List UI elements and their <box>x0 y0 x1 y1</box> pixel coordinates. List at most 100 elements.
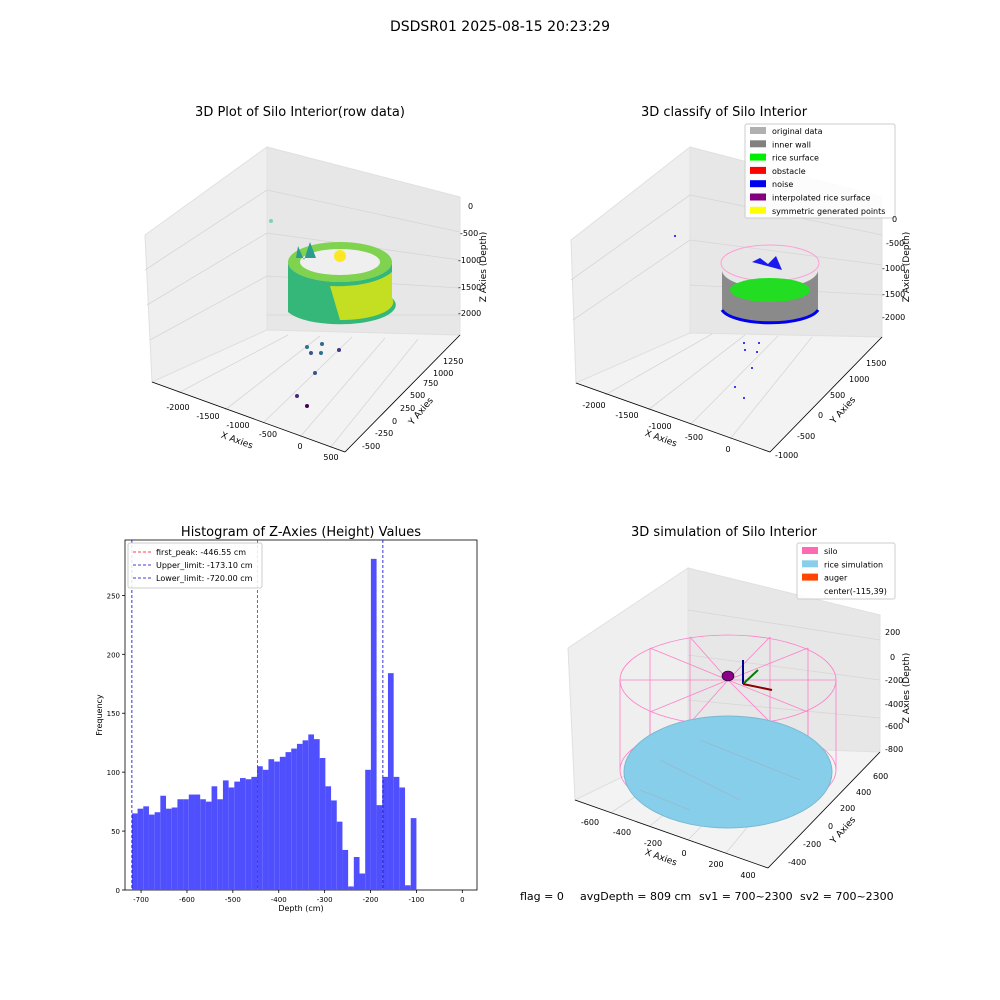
classify-noise-cluster <box>752 256 782 270</box>
legend-swatch <box>750 193 766 201</box>
simulation-x-tick-label: -400 <box>613 828 631 837</box>
histogram-x-tick-label: -600 <box>179 896 195 904</box>
raw-y-tick-label: 250 <box>400 404 415 413</box>
raw-plot-title: 3D Plot of Silo Interior(row data) <box>195 105 405 120</box>
legend-swatch <box>750 140 766 148</box>
histogram-bar <box>148 814 155 890</box>
classify-rice-surface <box>730 278 810 302</box>
legend-swatch <box>750 127 766 134</box>
classify-y-tick-label: -500 <box>797 432 815 441</box>
raw-y-tick-label: 1000 <box>433 369 453 378</box>
histogram-bar <box>393 776 400 890</box>
legend-label: center(-115,39) <box>824 587 887 596</box>
raw-x-axis-label: X Axies <box>219 431 254 452</box>
raw-ring-highlight <box>334 250 346 262</box>
raw-y-tick-label: 500 <box>410 391 425 400</box>
simulation-axis-triad <box>742 660 773 691</box>
simulation-x-tick-label: 0 <box>681 849 686 858</box>
histogram-bar <box>268 759 275 890</box>
histogram-bar <box>331 800 337 890</box>
histogram-x-ticks: -700 -600 -500 -400 -300 -200 -100 0 <box>133 890 465 904</box>
histogram-bar <box>319 758 326 890</box>
raw-ring-front <box>330 272 394 321</box>
simulation-x-axis-line <box>574 799 769 869</box>
histogram-bar <box>308 734 314 890</box>
raw-x-axis-line <box>151 381 346 453</box>
histogram-y-tick-label: 100 <box>107 769 120 777</box>
simulation-x-axis-label: X Axies <box>643 848 678 869</box>
panel-histogram: Histogram of Z-Axies (Height) Values -70… <box>95 525 478 913</box>
simulation-z-tick-label: -400 <box>885 700 903 709</box>
histogram-x-tick-label: -700 <box>133 896 149 904</box>
histogram-bar <box>194 794 201 890</box>
histogram-legend-label: Lower_limit: -720.00 cm <box>156 574 253 583</box>
raw-x-tick-label: -500 <box>259 430 277 439</box>
histogram-legend-items: first_peak: -446.55 cm Upper_limit: -173.… <box>133 548 253 583</box>
histogram-bar <box>160 795 167 890</box>
legend-label: auger <box>824 574 848 583</box>
histogram-bar <box>279 756 286 890</box>
raw-outlier-points <box>269 219 341 408</box>
histogram-bars <box>131 558 417 890</box>
legend-label: symmetric generated points <box>772 207 885 216</box>
raw-z-tick-label: -500 <box>460 229 478 238</box>
simulation-legend-items: silo rice simulation auger center(-115,39) <box>802 547 887 596</box>
histogram-bar <box>405 885 411 890</box>
histogram-vlines <box>131 540 384 890</box>
raw-y-tick-label: 750 <box>423 379 438 388</box>
legend-swatch <box>750 180 766 188</box>
flag-text: flag = 0 <box>520 890 564 903</box>
histogram-y-axis-label: Frequency <box>95 694 104 736</box>
histogram-bar <box>359 873 366 890</box>
histogram-y-tick-label: 200 <box>107 651 120 659</box>
classify-plot-title: 3D classify of Silo Interior <box>641 105 808 120</box>
histogram-bar <box>370 558 377 890</box>
histogram-x-tick-label: 0 <box>460 896 464 904</box>
simulation-z-tick-label: -800 <box>885 745 903 754</box>
histogram-bar <box>240 778 246 890</box>
histogram-bar <box>183 799 189 890</box>
legend-swatch <box>802 547 818 554</box>
legend-label: original data <box>772 127 823 136</box>
histogram-bar <box>387 673 394 890</box>
histogram-bar <box>348 886 354 890</box>
classify-y-tick-label: 1500 <box>866 359 886 368</box>
panel-simulation-3d: 3D simulation of Silo Interior <box>567 525 912 880</box>
simulation-x-tick-label: 400 <box>740 871 755 880</box>
histogram-bar <box>353 857 360 890</box>
simulation-plot-title: 3D simulation of Silo Interior <box>631 525 818 540</box>
panel-raw-3d: 3D Plot of Silo Interior(row data) <box>144 105 489 462</box>
simulation-y-tick-label: 0 <box>828 822 833 831</box>
simulation-y-axis-line <box>767 751 881 869</box>
raw-z-axis-label: Z Axies (Depth) <box>479 232 489 303</box>
histogram-bar <box>177 799 184 890</box>
simulation-y-tick-label: 200 <box>840 804 855 813</box>
histogram-bar <box>228 787 235 890</box>
classify-y-axis-line <box>769 336 883 453</box>
histogram-bar <box>131 813 138 890</box>
histogram-bar <box>171 807 178 890</box>
histogram-bar <box>296 743 303 890</box>
histogram-x-tick-label: -200 <box>363 896 379 904</box>
histogram-bar <box>285 752 292 890</box>
avg-depth-text: avgDepth = 809 cm <box>580 890 691 903</box>
histogram-bar <box>376 805 383 890</box>
histogram-bar <box>234 781 241 890</box>
histogram-bar <box>211 786 218 890</box>
simulation-x-tick-label: 200 <box>708 860 723 869</box>
classify-y-tick-label: -1000 <box>775 451 798 460</box>
classify-z-tick-label: -2000 <box>882 313 905 322</box>
figure-suptitle: DSDSR01 2025-08-15 20:23:29 <box>390 19 610 35</box>
histogram-legend-label: Upper_limit: -173.10 cm <box>156 561 253 570</box>
simulation-x-tick-label: -200 <box>644 839 662 848</box>
histogram-x-tick-label: -400 <box>271 896 287 904</box>
raw-y-tick-label: 1250 <box>443 357 463 366</box>
histogram-legend <box>127 542 263 589</box>
histogram-bar <box>365 769 371 890</box>
histogram-bar <box>313 739 320 890</box>
classify-z-tick-label: -1000 <box>882 264 905 273</box>
classify-noise-band <box>720 309 820 325</box>
legend-swatch <box>802 560 818 568</box>
raw-x-tick-label: 0 <box>297 442 302 451</box>
classify-x-tick-label: -2000 <box>582 401 605 410</box>
